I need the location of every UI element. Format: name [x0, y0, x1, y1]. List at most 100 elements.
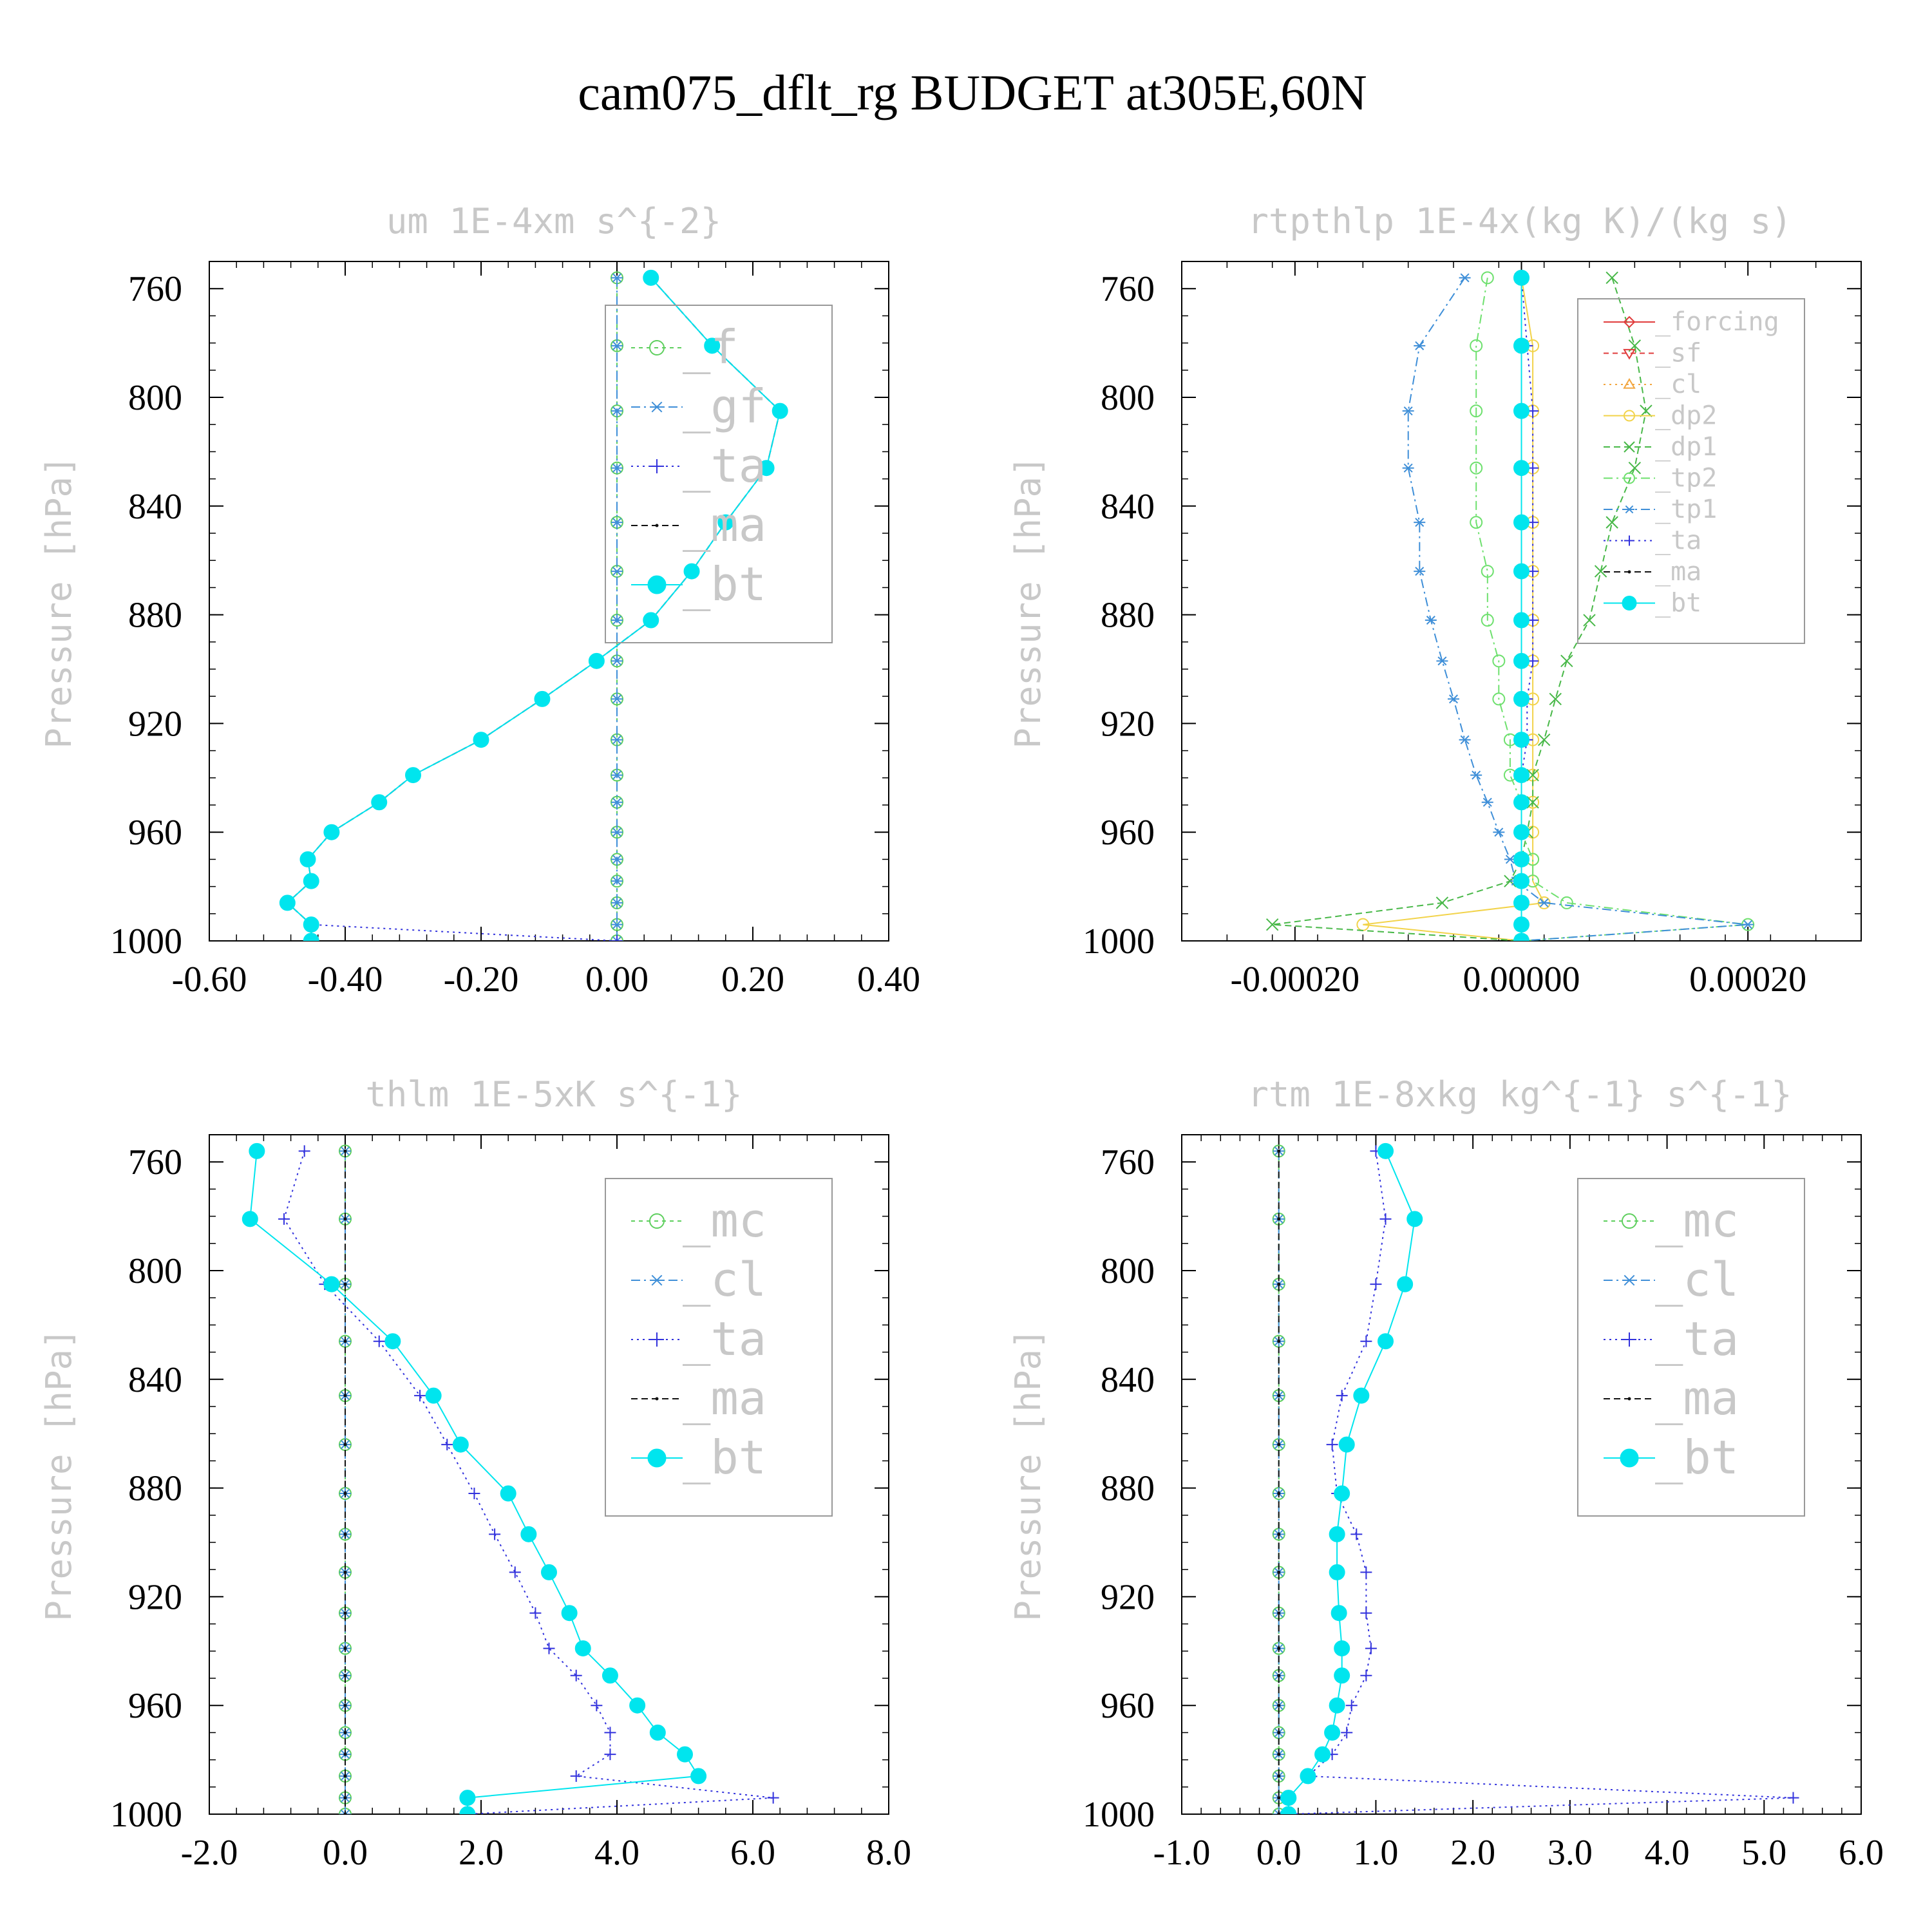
data-marker: [1326, 1439, 1338, 1451]
y-tick-label: 1000: [1083, 1795, 1155, 1835]
data-marker: [298, 1145, 310, 1157]
y-tick-label: 1000: [110, 1795, 182, 1835]
legend: _mc _cl_ta_ma_bt: [605, 1178, 833, 1517]
series-line: [1272, 277, 1647, 941]
legend-box: [1577, 1178, 1805, 1517]
chart-panel-um: um 1E-4xm s^{-2} Pressure [hPa] 760 800 84…: [39, 201, 920, 999]
data-marker: [1605, 516, 1618, 529]
data-marker: [1513, 563, 1530, 580]
x-tick-label: 0.0: [1256, 1833, 1302, 1873]
data-marker: [649, 340, 665, 355]
legend-label: _gf: [683, 379, 766, 433]
legend-box: [605, 305, 833, 643]
data-marker: [520, 1526, 537, 1542]
data-marker: [611, 935, 623, 941]
data-marker: [1622, 1274, 1636, 1286]
data-marker: [611, 616, 623, 625]
data-marker: [1360, 1335, 1372, 1347]
data-marker: [650, 459, 664, 473]
data-marker: [591, 1700, 603, 1712]
legend-label: _bt: [1655, 589, 1701, 618]
data-marker: [1481, 565, 1494, 578]
data-marker: [1459, 735, 1471, 744]
data-marker: [1622, 596, 1637, 611]
data-marker: [1277, 1752, 1281, 1756]
data-marker: [604, 1727, 616, 1739]
data-marker: [1334, 1640, 1350, 1657]
x-tick-label: 5.0: [1741, 1833, 1786, 1873]
data-marker: [1365, 1642, 1377, 1654]
data-marker: [1513, 794, 1530, 811]
y-tick-label: 960: [1101, 813, 1155, 853]
data-marker: [1481, 797, 1493, 807]
data-marker: [1624, 441, 1635, 453]
data-marker: [1583, 614, 1596, 627]
y-tick-label: 960: [128, 813, 182, 853]
data-marker: [1513, 690, 1530, 707]
series-layer: [1272, 1142, 1799, 1814]
data-marker: [489, 1528, 501, 1540]
data-marker: [1470, 461, 1483, 475]
data-marker: [1402, 463, 1414, 473]
data-marker: [343, 1282, 347, 1286]
data-marker: [1329, 1526, 1345, 1542]
data-marker: [1360, 1607, 1372, 1619]
data-marker: [611, 876, 623, 886]
data-marker: [242, 1211, 258, 1227]
y-tick-label: 880: [1101, 1469, 1155, 1509]
data-marker: [611, 518, 623, 527]
data-marker: [570, 1669, 582, 1681]
data-marker: [1492, 692, 1506, 706]
data-marker: [1277, 1532, 1281, 1536]
data-marker: [1492, 654, 1506, 668]
data-marker: [1513, 514, 1530, 531]
data-marker: [323, 824, 340, 840]
data-marker: [650, 401, 664, 413]
y-tick-label: 800: [128, 378, 182, 418]
data-marker: [1360, 1669, 1372, 1681]
legend-label: _mc: [1655, 1193, 1739, 1247]
data-marker: [500, 1485, 516, 1502]
data-marker: [459, 1790, 476, 1806]
data-marker: [1277, 1570, 1281, 1574]
data-marker: [574, 1640, 591, 1657]
data-marker: [650, 1274, 664, 1286]
data-marker: [414, 1390, 426, 1402]
data-marker: [1300, 1768, 1316, 1785]
legend-label: _ma: [1655, 557, 1701, 587]
data-marker: [1470, 339, 1483, 352]
series-line: [1475, 278, 1748, 941]
data-marker: [611, 855, 623, 864]
panel-title: rtpthlp 1E-4x(kg K)/(kg s): [1247, 201, 1792, 242]
data-marker: [1360, 1566, 1372, 1578]
data-marker: [611, 936, 623, 941]
data-marker: [1742, 920, 1754, 929]
data-marker: [1594, 565, 1607, 578]
data-marker: [1277, 1394, 1281, 1397]
data-marker: [303, 933, 319, 941]
y-tick-label: 800: [128, 1251, 182, 1291]
data-marker: [758, 460, 775, 477]
data-marker: [1470, 770, 1482, 780]
legend-label: _ma: [1655, 1371, 1739, 1425]
data-marker: [1537, 734, 1551, 746]
data-marker: [1280, 1790, 1297, 1806]
data-marker: [611, 406, 623, 416]
data-marker: [425, 1387, 442, 1404]
legend-box: [1577, 298, 1805, 644]
data-marker: [343, 1532, 347, 1536]
data-marker: [1623, 378, 1636, 389]
data-marker: [1435, 896, 1449, 909]
legend-label: _ta: [1655, 526, 1701, 556]
legend-label: _ta: [1655, 1312, 1739, 1366]
data-marker: [343, 1647, 347, 1651]
data-marker: [1605, 271, 1618, 285]
legend-label: _forcing: [1655, 307, 1779, 337]
series-layer: [1265, 269, 1755, 941]
data-marker: [1622, 1213, 1637, 1229]
data-marker: [343, 1492, 347, 1495]
chart-panel-thlm: thlm 1E-5xK s^{-1} Pressure [hPa] 760 800…: [39, 1074, 911, 1873]
data-marker: [1329, 1564, 1345, 1580]
data-marker: [611, 341, 623, 350]
